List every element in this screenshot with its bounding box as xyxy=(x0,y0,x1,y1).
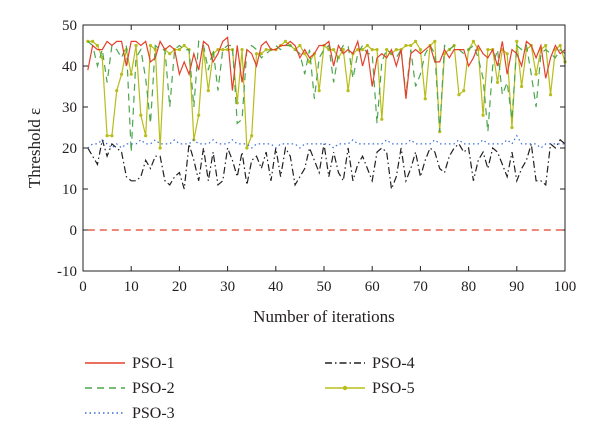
pso-5-point xyxy=(158,146,162,150)
series-line-pso-4 xyxy=(87,138,566,190)
legend-label-pso-1: PSO-1 xyxy=(132,355,175,372)
y-tick-label: 50 xyxy=(62,18,77,34)
pso-5-point xyxy=(182,43,186,48)
legend-label-pso-3: PSO-3 xyxy=(132,405,175,422)
y-tick-label: 0 xyxy=(70,223,78,239)
pso-5-point xyxy=(105,134,109,138)
pso-5-point xyxy=(259,52,263,56)
pso-5-point xyxy=(245,146,249,150)
pso-5-point xyxy=(433,39,437,44)
pso-5-point xyxy=(177,48,181,52)
pso-5-point xyxy=(515,39,519,44)
pso-5-point xyxy=(346,89,350,93)
pso-5-point xyxy=(356,48,360,52)
pso-5-point xyxy=(385,48,389,52)
x-tick-label: 40 xyxy=(268,279,283,295)
x-tick-label: 0 xyxy=(79,279,87,295)
pso-5-point xyxy=(394,48,398,52)
legend: PSO-1 PSO-2 PSO-3 PSO-4 PSO-5 xyxy=(85,355,415,422)
pso-5-point xyxy=(534,72,538,76)
pso-5-point xyxy=(95,43,100,48)
pso-5-point xyxy=(110,134,114,138)
pso-5-point xyxy=(544,43,548,48)
legend-label-pso-4: PSO-4 xyxy=(372,355,415,372)
y-tick-label: 30 xyxy=(62,100,77,116)
pso-5-point xyxy=(404,43,408,48)
pso-5-point xyxy=(264,48,268,52)
pso-5-point xyxy=(139,113,143,117)
pso-5-point xyxy=(471,39,476,44)
pso-5-point xyxy=(115,89,119,93)
pso-5-point xyxy=(153,48,157,52)
pso-5-point xyxy=(254,52,259,56)
x-tick-label: 70 xyxy=(413,279,428,295)
pso-5-point xyxy=(486,48,490,52)
pso-5-point xyxy=(510,125,514,130)
pso-5-point xyxy=(505,52,509,56)
x-tick-label: 90 xyxy=(509,279,524,295)
pso-5-point xyxy=(495,80,500,84)
x-tick-label: 30 xyxy=(220,279,235,295)
series-lines xyxy=(86,36,567,231)
pso-5-point xyxy=(380,117,384,121)
pso-5-point xyxy=(520,84,524,89)
series-line-pso-5 xyxy=(87,40,566,149)
pso-5-point xyxy=(283,39,288,44)
pso-5-point xyxy=(413,39,418,44)
x-tick-label: 80 xyxy=(461,279,476,295)
pso-5-point xyxy=(134,43,138,48)
series-line-pso-2 xyxy=(87,40,566,153)
pso-5-point xyxy=(148,43,153,48)
x-tick-label: 20 xyxy=(172,279,187,295)
x-tick-label: 100 xyxy=(554,279,577,295)
pso-5-point xyxy=(462,89,466,93)
pso-5-point xyxy=(409,43,413,48)
pso-5-point xyxy=(418,48,422,52)
x-tick-label: 60 xyxy=(365,279,380,295)
legend-label-pso-2: PSO-2 xyxy=(132,380,175,397)
plot-frame xyxy=(82,24,566,272)
legend-swatch-marker xyxy=(342,385,348,391)
pso-5-point xyxy=(298,43,302,48)
pso-5-point xyxy=(221,48,225,52)
pso-5-point xyxy=(250,134,254,138)
x-axis-label: Number of iterations xyxy=(253,307,395,326)
y-tick-label: 40 xyxy=(62,59,77,75)
pso-5-point xyxy=(197,113,201,117)
legend-label-pso-5: PSO-5 xyxy=(372,380,415,397)
pso-5-point xyxy=(303,52,307,56)
pso-5-point xyxy=(481,113,485,117)
pso-5-point xyxy=(375,48,379,52)
pso-5-point xyxy=(457,93,461,97)
series-line-pso-3 xyxy=(87,134,565,149)
pso-5-point xyxy=(558,43,562,48)
x-tick-label: 10 xyxy=(124,279,139,295)
pso-5-point xyxy=(332,48,336,52)
y-tick-label: 20 xyxy=(62,141,77,157)
y-tick-label: 10 xyxy=(62,182,77,198)
series-line-pso-1 xyxy=(87,36,566,99)
pso-5-point xyxy=(548,93,553,97)
pso-5-point xyxy=(168,52,172,56)
pso-5-point xyxy=(317,89,321,93)
y-axis-label: Threshold ε xyxy=(25,108,44,188)
pso-5-point xyxy=(129,72,133,76)
pso-5-point xyxy=(144,134,148,138)
pso-5-point xyxy=(206,89,210,93)
pso-5-point xyxy=(423,97,427,101)
pso-5-point xyxy=(119,72,124,76)
x-tick-label: 50 xyxy=(317,279,332,295)
pso-5-point xyxy=(360,48,365,52)
pso-5-point xyxy=(91,39,95,44)
pso-5-point xyxy=(341,48,345,52)
pso-5-point xyxy=(370,48,374,52)
y-tick-label: -10 xyxy=(57,264,77,280)
pso-5-point xyxy=(240,48,244,52)
pso-5-point xyxy=(365,43,369,48)
